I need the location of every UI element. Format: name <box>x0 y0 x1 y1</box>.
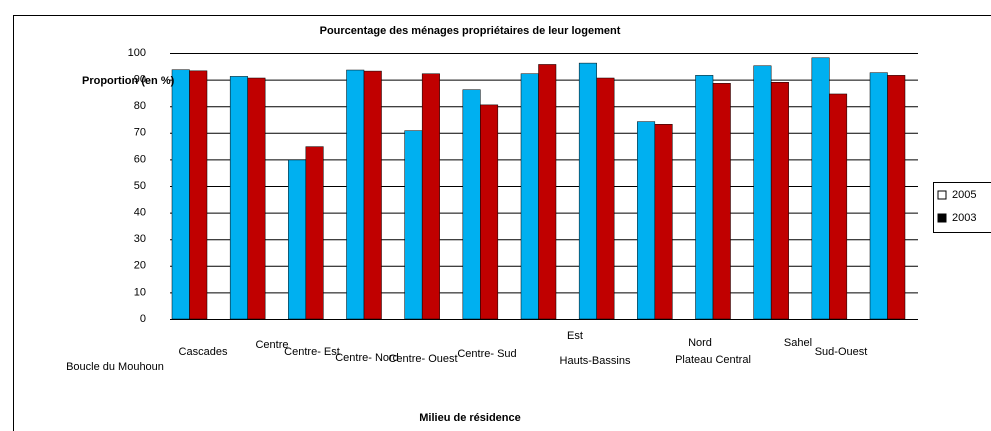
bar <box>480 104 499 320</box>
y-tick-label: 30 <box>134 233 146 245</box>
bar <box>288 159 307 320</box>
y-tick-label: 90 <box>134 74 146 86</box>
x-tick-label: Cascades <box>179 346 228 358</box>
legend-label: 2005 <box>952 189 976 201</box>
bar <box>869 72 888 320</box>
x-tick-label: Centre- Nord <box>335 352 399 364</box>
bar <box>189 70 208 320</box>
bar <box>654 124 673 320</box>
y-tick-label: 60 <box>134 153 146 165</box>
y-tick-label: 100 <box>128 47 146 59</box>
bar <box>421 73 440 320</box>
bar <box>171 69 190 320</box>
bar <box>753 65 772 320</box>
bar <box>578 62 597 320</box>
x-tick-label: Centre <box>255 339 288 351</box>
bar <box>829 93 848 320</box>
bar <box>712 83 731 320</box>
y-axis-title: Proportion (en %) <box>82 75 175 87</box>
bar <box>887 75 906 320</box>
bar <box>596 77 615 320</box>
y-tick-label: 80 <box>134 100 146 112</box>
y-tick-label: 70 <box>134 127 146 139</box>
y-tick-label: 40 <box>134 207 146 219</box>
x-tick-label: Centre- Sud <box>457 348 516 360</box>
bar <box>462 89 481 320</box>
bar <box>305 146 324 320</box>
x-tick-label: Boucle du Mouhoun <box>66 361 164 373</box>
bar <box>811 57 830 320</box>
bar <box>346 69 365 320</box>
x-tick-label: Hauts-Bassins <box>560 355 631 367</box>
bar <box>637 121 656 320</box>
y-tick-label: 50 <box>134 180 146 192</box>
y-tick-label: 10 <box>134 286 146 298</box>
x-axis-title: Milieu de résidence <box>419 412 520 424</box>
y-tick-label: 0 <box>140 313 146 325</box>
legend-label: 2003 <box>952 212 976 224</box>
x-tick-label: Centre- Ouest <box>388 353 457 365</box>
x-tick-label: Est <box>567 330 583 342</box>
x-tick-label: Sud-Ouest <box>815 346 868 358</box>
bar <box>247 77 266 320</box>
bar <box>229 76 248 320</box>
x-tick-label: Sahel <box>784 337 812 349</box>
bar <box>404 130 423 320</box>
chart-title: Pourcentage des ménages propriétaires de… <box>320 25 621 37</box>
bar <box>770 82 789 320</box>
bar <box>363 70 382 320</box>
bar <box>520 73 539 320</box>
x-tick-label: Centre- Est <box>284 346 340 358</box>
x-tick-label: Nord <box>688 337 712 349</box>
legend-swatch <box>937 190 947 200</box>
bar <box>695 75 714 320</box>
bar <box>538 64 557 320</box>
y-tick-label: 20 <box>134 260 146 272</box>
x-tick-label: Plateau Central <box>675 354 751 366</box>
legend-swatch <box>937 213 947 223</box>
